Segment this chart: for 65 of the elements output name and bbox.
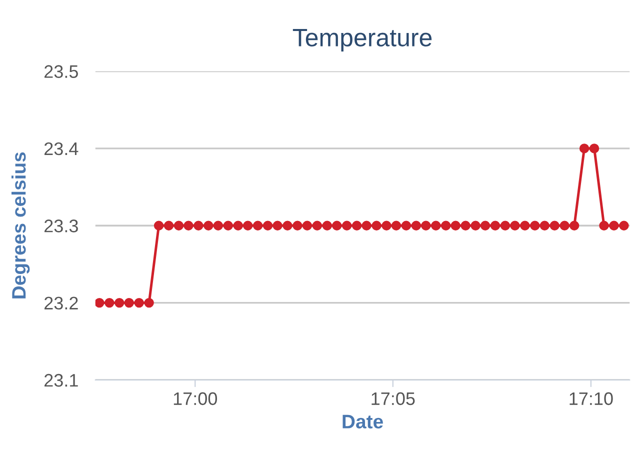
point (322, 220, 332, 230)
point (282, 220, 292, 230)
point (450, 220, 460, 230)
y-tick-label: 23.1 (44, 374, 78, 387)
point (124, 298, 134, 308)
point (470, 220, 480, 230)
point (460, 220, 470, 230)
point (490, 220, 500, 230)
x-tick-label: 17:00 (174, 392, 218, 406)
point (589, 144, 600, 154)
point (480, 220, 490, 230)
point (550, 220, 560, 230)
point (292, 220, 302, 230)
point (252, 220, 263, 230)
point (272, 220, 282, 230)
point (352, 220, 362, 230)
point (95, 298, 104, 308)
chart-title: Temperature (292, 29, 432, 52)
point (134, 298, 144, 308)
point (204, 220, 214, 230)
point (500, 220, 510, 230)
point (213, 220, 224, 230)
point (382, 220, 392, 230)
point (184, 220, 194, 230)
point (312, 220, 322, 230)
point (540, 220, 550, 230)
point (154, 220, 164, 230)
point (510, 220, 520, 230)
point (302, 220, 312, 230)
point (144, 298, 154, 308)
point (569, 220, 580, 230)
y-tick-label: 23.5 (44, 65, 78, 78)
point (530, 220, 540, 230)
point (431, 220, 441, 230)
point (520, 220, 530, 230)
point (342, 220, 352, 230)
point (174, 220, 184, 230)
point (579, 144, 590, 154)
point (233, 220, 243, 230)
point (262, 220, 273, 230)
point (332, 220, 342, 230)
point (194, 220, 204, 230)
x-tick-label: 17:05 (372, 392, 415, 406)
point (401, 220, 412, 230)
point (223, 220, 233, 230)
point (372, 220, 382, 230)
y-axis-title: Degrees celsius (11, 152, 30, 298)
x-axis-title: Date (342, 414, 383, 428)
y-tick-label: 23.4 (44, 142, 78, 156)
x-tick-label: 17:10 (570, 392, 613, 406)
point (391, 220, 402, 230)
point (619, 220, 629, 230)
y-tick-label: 23.2 (44, 296, 78, 310)
point (599, 220, 609, 230)
point (362, 220, 372, 230)
point (164, 220, 174, 230)
y-tick-label: 23.3 (44, 220, 78, 232)
point (609, 220, 619, 230)
point (114, 298, 124, 308)
point (421, 220, 431, 230)
point (242, 220, 253, 230)
point (441, 220, 451, 230)
point (411, 220, 422, 230)
point (560, 220, 570, 230)
point (104, 298, 114, 308)
